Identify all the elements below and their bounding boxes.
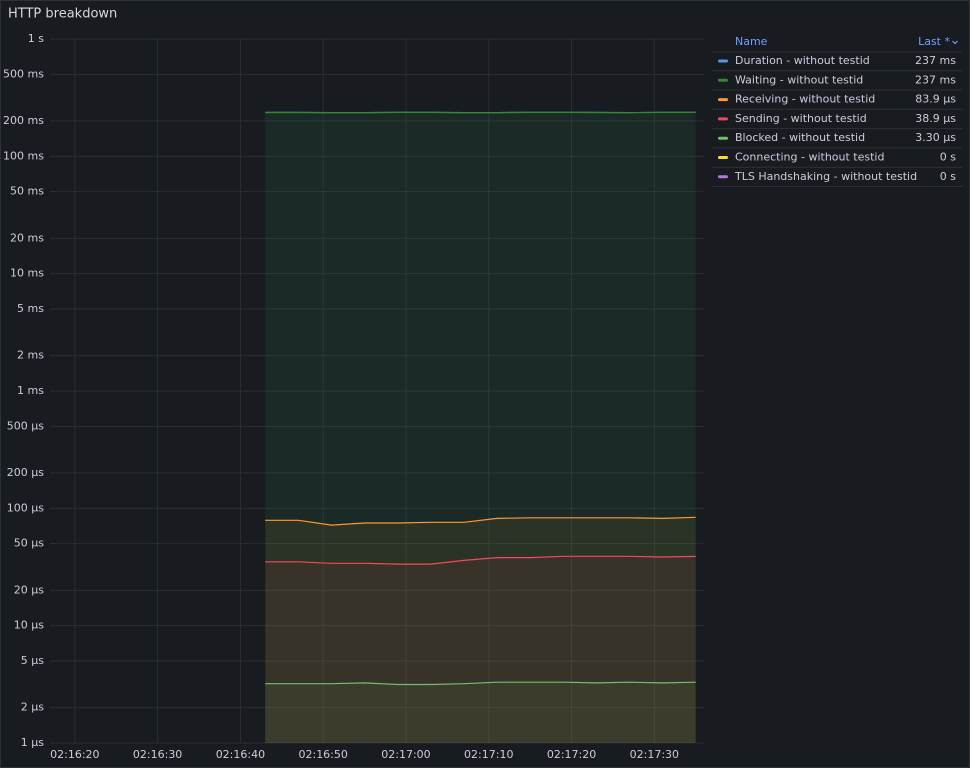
y-tick-label: 10 µs — [14, 619, 44, 632]
legend-last: 83.9 µs — [915, 93, 956, 106]
legend-swatch — [718, 59, 728, 63]
legend-swatch — [718, 78, 728, 82]
y-tick-label: 10 ms — [10, 267, 44, 280]
legend-swatch — [718, 117, 728, 121]
y-tick-label: 1 s — [28, 32, 44, 45]
axes: 1 s 500 ms 200 ms 100 ms 50 ms 20 ms 10 ms 5 ms… — [3, 32, 679, 761]
series-area — [265, 112, 696, 743]
legend-name[interactable]: TLS Handshaking - without testid — [734, 170, 917, 183]
x-tick-label: 02:17:10 — [464, 748, 513, 761]
y-tick-label: 2 ms — [17, 349, 44, 362]
series-area — [265, 517, 696, 743]
y-tick-label: 1 µs — [21, 736, 44, 749]
y-tick-label: 5 ms — [17, 302, 44, 315]
legend-name[interactable]: Sending - without testid — [735, 112, 867, 125]
legend-last: 0 s — [940, 151, 956, 164]
series-line — [265, 516, 696, 526]
legend-name[interactable]: Receiving - without testid — [735, 93, 875, 106]
legend-swatch — [718, 136, 728, 140]
legend-name[interactable]: Waiting - without testid — [735, 73, 863, 86]
legend-last: 237 ms — [915, 54, 956, 67]
x-tick-label: 02:17:20 — [547, 748, 596, 761]
chart-title: HTTP breakdown — [8, 7, 117, 22]
series-line — [265, 555, 696, 565]
y-tick-label: 100 ms — [3, 149, 44, 162]
legend-swatch — [718, 156, 728, 159]
grid — [50, 38, 704, 744]
legend-name[interactable]: Connecting - without testid — [735, 151, 884, 164]
x-tick-label: 02:17:30 — [630, 748, 679, 761]
legend-swatch — [718, 98, 728, 102]
y-tick-label: 50 ms — [10, 185, 44, 198]
sort-chevron — [952, 40, 958, 45]
y-tick-label: 200 µs — [7, 466, 44, 479]
legend-header-name[interactable]: Name — [735, 35, 768, 48]
x-tick-label: 02:16:50 — [298, 748, 347, 761]
legend-name[interactable]: Blocked - without testid — [735, 131, 865, 144]
legend-last: 38.9 µs — [915, 112, 956, 125]
x-tick-label: 02:16:30 — [133, 748, 182, 761]
series-area — [265, 682, 696, 743]
x-tick-label: 02:17:00 — [381, 748, 430, 761]
series-area — [265, 556, 696, 743]
y-tick-label: 5 µs — [21, 654, 44, 667]
legend-header-last[interactable]: Last * — [918, 35, 950, 48]
y-tick-label: 1 ms — [17, 384, 44, 397]
legend[interactable]: Name Last * Duration - without testid 237… — [712, 35, 962, 187]
series-area — [265, 112, 696, 743]
legend-last: 237 ms — [915, 73, 956, 86]
legend-last: 3.30 µs — [915, 131, 956, 144]
y-tick-label: 100 µs — [7, 501, 44, 514]
series-line — [265, 681, 696, 686]
legend-last: 0 s — [940, 170, 956, 183]
x-tick-label: 02:16:20 — [50, 748, 99, 761]
y-tick-label: 20 µs — [14, 583, 44, 596]
plot — [265, 111, 696, 743]
y-tick-label: 200 ms — [3, 114, 44, 127]
x-tick-label: 02:16:40 — [216, 748, 265, 761]
y-tick-label: 500 µs — [7, 419, 44, 432]
legend-swatch — [718, 175, 728, 179]
y-tick-label: 50 µs — [14, 537, 44, 550]
y-tick-label: 2 µs — [21, 701, 44, 714]
y-tick-label: 500 ms — [3, 67, 44, 80]
y-tick-label: 20 ms — [10, 231, 44, 244]
legend-name[interactable]: Duration - without testid — [735, 54, 870, 67]
